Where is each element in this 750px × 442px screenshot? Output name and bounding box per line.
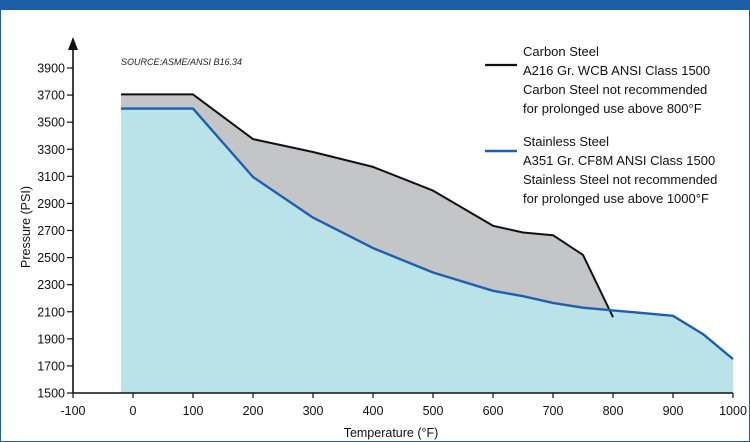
y-tick-label: 2700 bbox=[37, 224, 65, 238]
legend-stainless-steel-note-2: for prolonged use above 1000°F bbox=[523, 191, 709, 206]
x-tick-label: 300 bbox=[303, 404, 324, 418]
stainless-steel-area bbox=[121, 108, 733, 393]
y-tick-label: 2500 bbox=[37, 251, 65, 265]
x-tick-label: 700 bbox=[543, 404, 564, 418]
x-tick-label: 1000 bbox=[719, 404, 747, 418]
area-layer bbox=[121, 94, 733, 394]
y-tick-label: 2300 bbox=[37, 278, 65, 292]
legend-stainless-steel-spec: A351 Gr. CF8M ANSI Class 1500 bbox=[523, 153, 715, 168]
y-tick-label: 3700 bbox=[37, 89, 65, 103]
x-tick-labels: -100 0 100 200 300 400 500 600 700 800 900 1000 bbox=[60, 393, 747, 418]
y-tick-label: 3300 bbox=[37, 143, 65, 157]
y-axis-label: Pressure (PSI) bbox=[19, 186, 33, 268]
top-border-band bbox=[1, 1, 749, 10]
y-tick-label: 3900 bbox=[37, 62, 65, 76]
x-tick-label: 500 bbox=[423, 404, 444, 418]
y-tick-label: 3500 bbox=[37, 116, 65, 130]
y-axis-arrow-icon bbox=[68, 37, 78, 50]
x-tick-label: -100 bbox=[60, 404, 85, 418]
source-note: SOURCE:ASME/ANSI B16.34 bbox=[121, 57, 242, 67]
x-tick-label: 200 bbox=[243, 404, 264, 418]
y-tick-label: 3100 bbox=[37, 170, 65, 184]
y-tick-labels: 1500 1700 1900 2100 2300 2500 2700 2900 3100 3300… bbox=[37, 62, 73, 401]
x-tick-label: 100 bbox=[183, 404, 204, 418]
legend-stainless-steel-title: Stainless Steel bbox=[523, 134, 609, 149]
y-tick-label: 2900 bbox=[37, 197, 65, 211]
x-tick-label: 600 bbox=[483, 404, 504, 418]
legend-carbon-steel-note-2: for prolonged use above 800°F bbox=[523, 101, 702, 116]
legend-carbon-steel-spec: A216 Gr. WCB ANSI Class 1500 bbox=[523, 63, 710, 78]
legend-stainless-steel-note-1: Stainless Steel not recommended bbox=[523, 172, 717, 187]
y-tick-label: 1500 bbox=[37, 387, 65, 401]
axes bbox=[68, 37, 733, 394]
x-tick-label: 400 bbox=[363, 404, 384, 418]
legend: Carbon Steel A216 Gr. WCB ANSI Class 150… bbox=[485, 44, 717, 206]
carbon-steel-line bbox=[121, 93, 614, 318]
series-line-layer bbox=[121, 93, 734, 361]
x-tick-label: 900 bbox=[663, 404, 684, 418]
y-tick-label: 1700 bbox=[37, 359, 65, 373]
x-axis-label: Temperature (°F) bbox=[344, 426, 439, 440]
legend-carbon-steel-note-1: Carbon Steel not recommended bbox=[523, 82, 707, 97]
x-tick-label: 0 bbox=[130, 404, 137, 418]
stainless-steel-line bbox=[121, 107, 734, 361]
legend-carbon-steel-title: Carbon Steel bbox=[523, 44, 599, 59]
x-tick-label: 800 bbox=[603, 404, 624, 418]
y-tick-label: 2100 bbox=[37, 305, 65, 319]
y-tick-label: 1900 bbox=[37, 332, 65, 346]
